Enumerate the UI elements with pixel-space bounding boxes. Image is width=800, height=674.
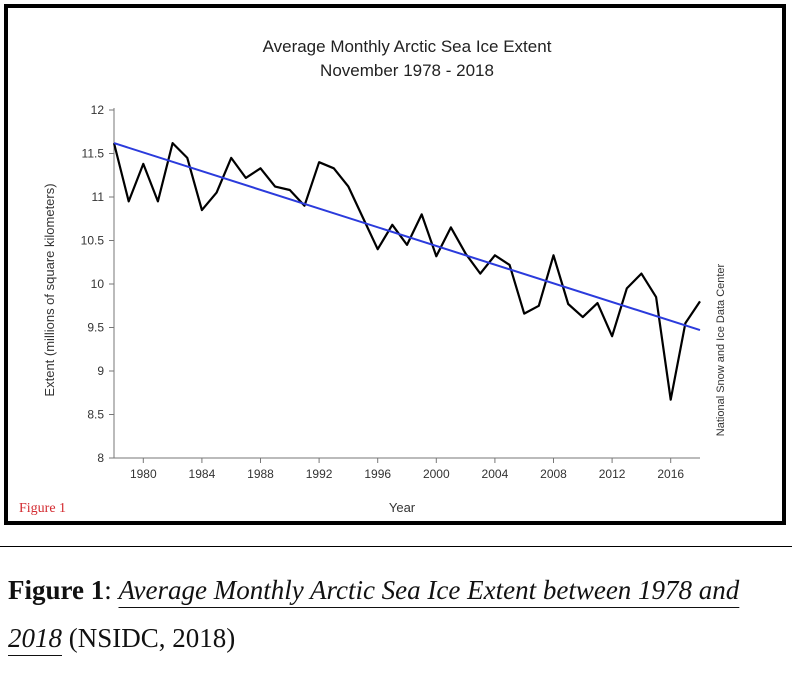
figure-tag: Figure 1: [19, 501, 67, 516]
y-tick-label: 11.5: [82, 147, 105, 161]
x-tick-label: 1996: [364, 467, 391, 481]
x-tick-label: 1988: [247, 467, 274, 481]
x-tick-label: 2000: [423, 467, 450, 481]
x-tick-label: 1984: [189, 467, 216, 481]
caption-label: Figure 1: [8, 575, 105, 605]
y-tick-label: 9: [97, 364, 104, 378]
x-axis-label: Year: [389, 500, 416, 515]
figure-caption: Figure 1: Average Monthly Arctic Sea Ice…: [8, 566, 788, 662]
y-tick-label: 9.5: [87, 321, 104, 335]
x-tick-label: 2004: [482, 467, 509, 481]
caption-title: Average Monthly Arctic Sea Ice Extent be…: [8, 575, 740, 653]
y-axis-label: Extent (millions of square kilometers): [42, 183, 57, 396]
y-tick-label: 11: [92, 190, 105, 204]
divider: [0, 546, 792, 547]
chart: Average Monthly Arctic Sea Ice Extent No…: [42, 37, 727, 515]
extent-line: [112, 142, 701, 401]
series: [112, 142, 701, 401]
y-axis: 8 8.5 9 9.5 10 10.5 11 11.5 12: [81, 103, 115, 465]
chart-title-line-2: November 1978 - 2018: [320, 61, 494, 80]
y-tick-label: 8: [97, 451, 104, 465]
chart-frame: Average Monthly Arctic Sea Ice Extent No…: [4, 4, 786, 525]
y-tick-label: 10.5: [81, 234, 105, 248]
trend-line: [113, 142, 701, 332]
y-tick-label: 12: [91, 103, 105, 117]
x-tick-label: 2008: [540, 467, 567, 481]
y-tick-label: 10: [91, 277, 105, 291]
source-label: National Snow and Ice Data Center: [715, 263, 727, 436]
x-tick-label: 1980: [130, 467, 157, 481]
x-tick-label: 2012: [599, 467, 626, 481]
caption-separator: :: [104, 575, 112, 605]
x-tick-label: 1992: [306, 467, 333, 481]
y-tick-label: 8.5: [87, 408, 104, 422]
caption-source: (NSIDC, 2018): [68, 623, 236, 653]
x-axis: 1980 1984 1988 1992 1996 2000 2004 2008 2012 2016: [114, 457, 700, 481]
chart-title-line-1: Average Monthly Arctic Sea Ice Extent: [263, 37, 552, 56]
x-tick-label: 2016: [657, 467, 684, 481]
